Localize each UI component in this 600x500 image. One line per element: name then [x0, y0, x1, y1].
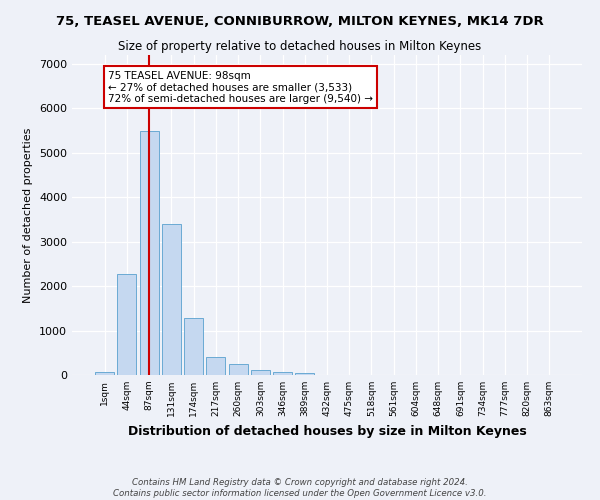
Text: 75, TEASEL AVENUE, CONNIBURROW, MILTON KEYNES, MK14 7DR: 75, TEASEL AVENUE, CONNIBURROW, MILTON K… — [56, 15, 544, 28]
Text: Contains HM Land Registry data © Crown copyright and database right 2024.
Contai: Contains HM Land Registry data © Crown c… — [113, 478, 487, 498]
Y-axis label: Number of detached properties: Number of detached properties — [23, 128, 34, 302]
Bar — [206, 358, 225, 375]
Bar — [162, 224, 181, 375]
Bar — [295, 373, 314, 375]
Bar — [229, 364, 248, 375]
Bar — [273, 372, 292, 375]
Bar — [140, 132, 158, 375]
Bar — [184, 318, 203, 375]
Bar — [95, 372, 114, 375]
Bar — [118, 274, 136, 375]
Text: 75 TEASEL AVENUE: 98sqm
← 27% of detached houses are smaller (3,533)
72% of semi: 75 TEASEL AVENUE: 98sqm ← 27% of detache… — [108, 70, 373, 104]
Bar — [251, 370, 270, 375]
X-axis label: Distribution of detached houses by size in Milton Keynes: Distribution of detached houses by size … — [128, 424, 526, 438]
Text: Size of property relative to detached houses in Milton Keynes: Size of property relative to detached ho… — [118, 40, 482, 53]
